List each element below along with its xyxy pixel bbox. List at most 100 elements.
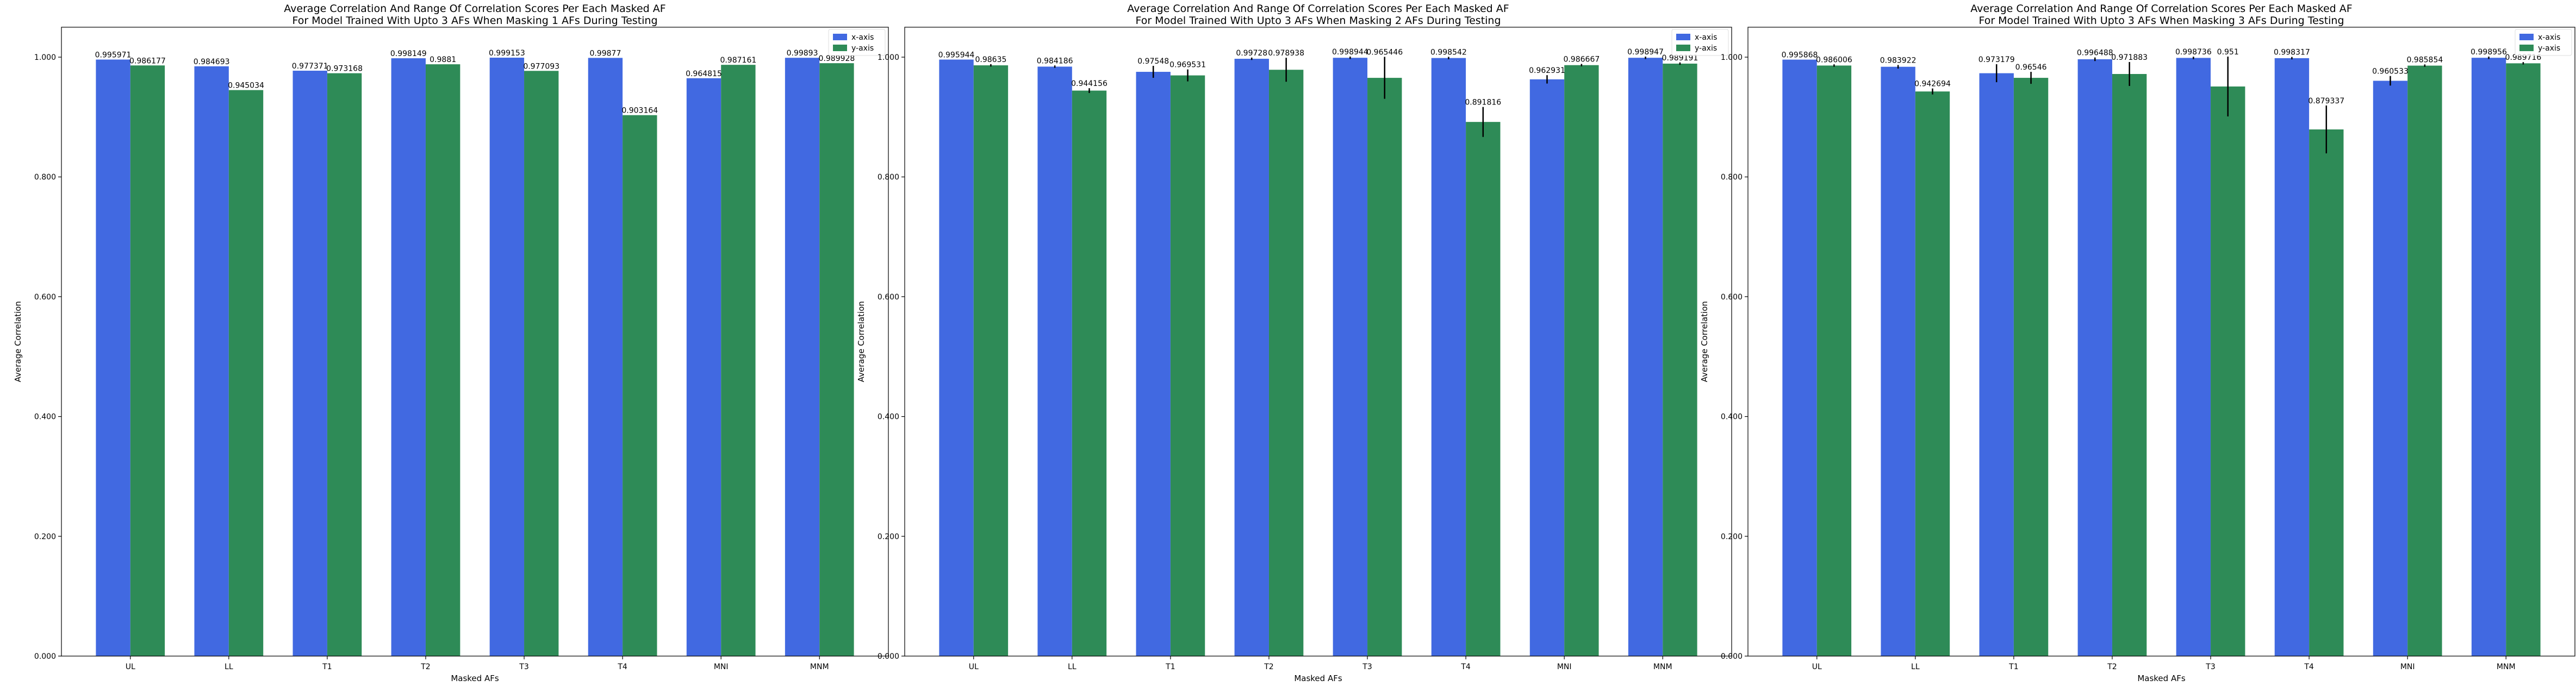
x-tick-label-t2: T2 — [1264, 663, 1273, 671]
bar-y-axis-ll — [1072, 90, 1107, 656]
chart-title: Average Correlation And Range Of Correla… — [1127, 3, 1509, 15]
bar-x-axis-t3 — [2176, 58, 2211, 657]
bar-x-axis-t1 — [1136, 72, 1171, 656]
legend-label-x-axis: x-axis — [1695, 33, 1717, 42]
chart-title: Average Correlation And Range Of Correla… — [284, 3, 665, 15]
y-axis-label: Average Correlation — [13, 301, 23, 382]
y-tick-label: 0.200 — [34, 533, 56, 541]
bar-x-axis-ll — [194, 66, 229, 656]
x-tick-label-t3: T3 — [519, 663, 528, 671]
bar-x-axis-ll — [1881, 66, 1915, 656]
bar-x-axis-t4 — [588, 58, 623, 656]
x-tick-label-mnm: MNM — [810, 663, 829, 671]
x-axis-label: Masked AFs — [2137, 673, 2186, 683]
data-label-y-axis-mnm: 0.989928 — [819, 54, 855, 63]
x-tick-label-t2: T2 — [420, 663, 430, 671]
legend-label-x-axis: x-axis — [2538, 33, 2560, 42]
bar-x-axis-t4 — [1431, 58, 1466, 656]
legend-label-y-axis: y-axis — [2538, 44, 2560, 53]
bar-x-axis-ul — [1782, 59, 1817, 657]
data-label-x-axis-mni: 0.962931 — [1529, 66, 1565, 75]
data-label-y-axis-t1: 0.96546 — [2015, 63, 2047, 72]
x-tick-label-ll: LL — [1068, 663, 1077, 671]
x-tick-label-ul: UL — [126, 663, 135, 671]
bar-y-axis-mni — [1564, 65, 1599, 657]
data-label-x-axis-t2: 0.998149 — [390, 50, 427, 58]
data-label-x-axis-ll: 0.983922 — [1880, 56, 1917, 65]
bar-x-axis-ul — [96, 59, 130, 657]
data-label-y-axis-mnm: 0.989191 — [1662, 54, 1698, 63]
y-tick-label: 0.800 — [1721, 173, 1743, 182]
bar-y-axis-t3 — [1367, 78, 1402, 657]
data-label-y-axis-t3: 0.951 — [2217, 48, 2239, 57]
bar-y-axis-mnm — [819, 63, 854, 656]
y-tick-label: 1.000 — [878, 53, 899, 62]
bar-y-axis-t4 — [1466, 122, 1501, 656]
legend-swatch-y-axis — [1676, 45, 1690, 51]
legend: x-axis y-axis — [2515, 29, 2572, 56]
bar-y-axis-ul — [1816, 65, 1852, 657]
bar-x-axis-mni — [2373, 81, 2408, 656]
bar-x-axis-t3 — [489, 57, 525, 657]
bar-x-axis-mni — [1529, 79, 1565, 657]
bar-y-axis-ul — [973, 65, 1009, 657]
y-tick-label: 0.000 — [34, 652, 56, 661]
legend-swatch-y-axis — [833, 45, 847, 51]
bar-y-axis-mnm — [2506, 63, 2541, 657]
data-label-x-axis-ul: 0.995868 — [1782, 51, 1818, 60]
data-label-y-axis-ll: 0.945034 — [228, 82, 264, 90]
x-tick-label-ll: LL — [1911, 663, 1920, 671]
bar-y-axis-t4 — [623, 115, 657, 656]
bar-x-axis-mnm — [1628, 58, 1663, 657]
x-tick-label-t4: T4 — [1460, 663, 1471, 671]
data-label-x-axis-mnm: 0.99893 — [787, 49, 818, 58]
data-label-y-axis-t3: 0.965446 — [1366, 48, 1403, 57]
data-label-y-axis-t1: 0.969531 — [1169, 61, 1206, 70]
y-tick-label: 0.200 — [878, 533, 899, 541]
y-tick-label: 0.600 — [34, 293, 56, 301]
y-tick-label: 0.000 — [1721, 652, 1743, 661]
data-label-x-axis-t2: 0.99728 — [1236, 49, 1267, 58]
legend-label-y-axis: y-axis — [1695, 44, 1717, 53]
data-label-y-axis-t4: 0.891816 — [1465, 98, 1501, 107]
x-tick-label-mni: MNI — [2400, 663, 2415, 671]
data-label-y-axis-mni: 0.987161 — [720, 56, 756, 65]
bar-y-axis-ll — [228, 90, 264, 656]
x-tick-label-t2: T2 — [2107, 663, 2117, 671]
data-label-y-axis-mni: 0.985854 — [2406, 55, 2443, 64]
data-label-x-axis-t4: 0.99877 — [589, 49, 621, 58]
x-tick-label-ul: UL — [969, 663, 979, 671]
data-label-x-axis-ll: 0.984186 — [1037, 57, 1073, 65]
plot-frame — [904, 27, 1732, 657]
data-label-y-axis-t2: 0.978938 — [1268, 49, 1304, 58]
bar-y-axis-mni — [2407, 65, 2442, 657]
x-tick-label-t1: T1 — [1165, 663, 1175, 671]
bar-x-axis-t4 — [2274, 58, 2310, 656]
chart-panel-1: 0.995971 0.984693 0.977371 0.998149 0.999153… — [13, 3, 889, 683]
data-label-x-axis-mni: 0.960533 — [2372, 67, 2409, 76]
data-label-y-axis-t4: 0.903164 — [621, 107, 658, 115]
bar-y-axis-t2 — [1268, 70, 1304, 657]
data-label-y-axis-ul: 0.98635 — [975, 55, 1006, 64]
data-label-x-axis-t3: 0.999153 — [489, 49, 525, 58]
y-tick-label: 0.600 — [1721, 293, 1743, 301]
data-label-x-axis-t4: 0.998317 — [2274, 48, 2310, 57]
legend-swatch-x-axis — [1676, 34, 1690, 40]
chart-panel-3: 0.995868 0.983922 0.973179 0.996488 0.998736… — [1700, 3, 2575, 683]
legend-swatch-x-axis — [833, 34, 847, 40]
legend: x-axis y-axis — [1671, 29, 1729, 56]
bar-y-axis-t1 — [2013, 78, 2049, 656]
bar-x-axis-t2 — [1234, 59, 1269, 656]
bar-x-axis-t2 — [2077, 59, 2112, 656]
bar-x-axis-t2 — [391, 58, 426, 657]
bar-x-axis-t1 — [293, 70, 327, 657]
data-label-y-axis-ll: 0.944156 — [1071, 79, 1107, 88]
x-tick-label-t3: T3 — [2205, 663, 2215, 671]
data-label-y-axis-ll: 0.942694 — [1914, 80, 1951, 89]
data-label-x-axis-t2: 0.996488 — [2077, 49, 2113, 58]
legend-label-x-axis: x-axis — [851, 33, 874, 42]
chart-subtitle: For Model Trained With Upto 3 AFs When M… — [1978, 15, 2344, 27]
bar-y-axis-t1 — [327, 73, 362, 657]
data-label-x-axis-mni: 0.964815 — [686, 70, 722, 78]
x-tick-label-mni: MNI — [714, 663, 729, 671]
